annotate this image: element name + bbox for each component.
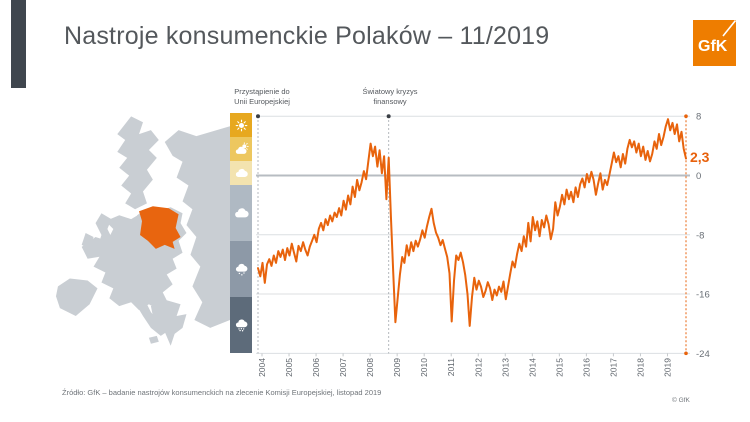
annotation-eu-accession-line1: Przystąpienie do [234,87,290,96]
map-italy [133,296,167,336]
x-axis-label: 2005 [284,358,294,377]
annotation-marker-0 [256,114,260,119]
sentiment-line [257,118,687,327]
x-axis-label: 2004 [257,358,267,377]
x-axis-label: 2013 [500,358,510,377]
annotation-financial-crisis: Światowy kryzys finansowy [335,87,445,106]
weather-heavy-rain-icon [230,297,252,353]
y-axis-label: -24 [696,349,710,360]
weather-rain-icon [230,241,252,297]
x-axis-label: 2016 [581,358,591,377]
annotation-marker-1 [386,114,391,119]
x-axis-label: 2008 [365,358,375,377]
map-ireland [81,233,94,249]
y-axis-label: 0 [696,171,701,182]
current-line-bottom-marker [684,351,688,356]
current-value-label: 2,3 [690,149,710,165]
map-scandinavia [117,116,159,210]
map-britain [95,213,114,253]
y-axis-label: 8 [696,112,701,123]
copyright-note: © GfK [672,397,690,404]
map-balkans [150,300,187,346]
weather-partly-sunny-icon [230,137,252,161]
x-axis-label: 2010 [419,358,429,377]
annotation-financial-crisis-line1: Światowy kryzys [362,87,418,96]
weather-legend [230,113,252,353]
x-axis-label: 2014 [527,358,537,377]
poland-highlight [139,206,181,249]
weather-sunny-icon [230,113,252,137]
map-east-europe [164,126,230,328]
current-line-top-marker [684,114,688,119]
accent-bar [11,0,26,88]
map-iberia [55,278,98,317]
x-axis-label: 2006 [311,358,321,377]
x-axis-label: 2019 [662,358,672,377]
x-axis-label: 2017 [608,358,618,377]
x-axis-label: 2018 [635,358,645,377]
annotation-financial-crisis-line2: finansowy [373,96,407,106]
x-axis-label: 2007 [338,358,348,377]
weather-cloudy-icon [230,185,252,241]
y-axis-label: -16 [696,290,710,301]
page-title: Nastroje konsumenckie Polaków – 11/2019 [64,22,550,50]
weather-mostly-cloudy-icon [230,161,252,185]
source-note: Źródło: GfK – badanie nastrojów konsumen… [62,388,382,397]
x-axis-label: 2011 [446,358,456,377]
x-axis-label: 2015 [554,358,564,377]
y-axis-label: -8 [696,230,704,241]
gfk-logo: GfK [693,20,736,66]
annotation-eu-accession-line2: Unii Europejskiej [234,96,290,106]
x-axis-label: 2012 [473,358,483,377]
annotation-eu-accession: Przystąpienie do Unii Europejskiej [207,87,317,106]
svg-text:GfK: GfK [698,38,728,55]
europe-map [55,116,230,346]
x-axis-label: 2009 [392,358,402,377]
map-sicily [148,335,159,344]
